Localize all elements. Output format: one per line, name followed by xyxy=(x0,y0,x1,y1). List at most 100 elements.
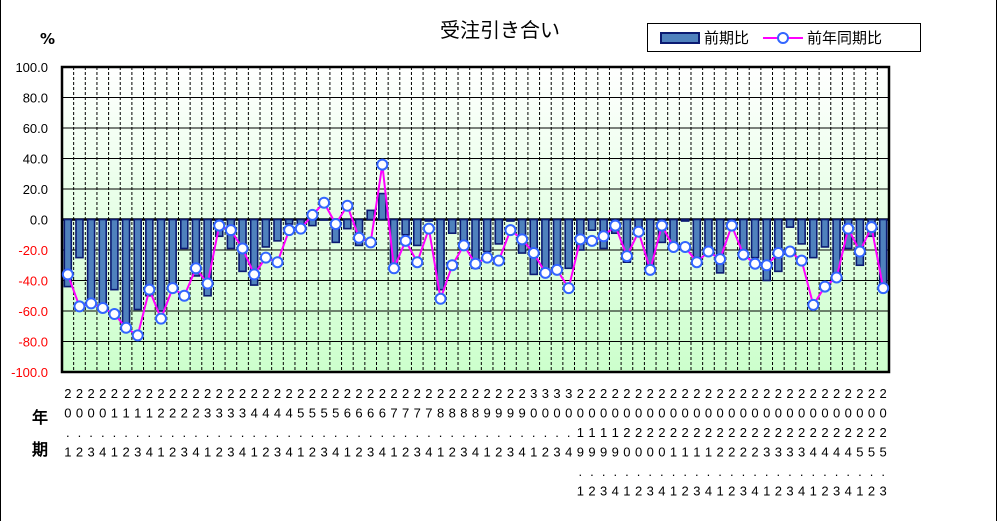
svg-text:.: . xyxy=(427,425,431,440)
svg-text:0: 0 xyxy=(798,406,805,421)
svg-text:2: 2 xyxy=(355,386,362,401)
svg-text:0: 0 xyxy=(565,406,572,421)
svg-text:4: 4 xyxy=(821,445,828,460)
svg-text:0: 0 xyxy=(751,406,758,421)
svg-text:2: 2 xyxy=(402,445,409,460)
svg-text:2: 2 xyxy=(425,386,432,401)
svg-text:.: . xyxy=(381,425,385,440)
svg-text:.: . xyxy=(846,464,850,479)
svg-text:5: 5 xyxy=(880,445,887,460)
svg-text:.: . xyxy=(113,425,117,440)
svg-text:.: . xyxy=(730,464,734,479)
svg-text:.: . xyxy=(264,425,268,440)
svg-text:3: 3 xyxy=(530,386,537,401)
svg-text:4: 4 xyxy=(472,445,479,460)
svg-text:2: 2 xyxy=(449,445,456,460)
svg-text:4: 4 xyxy=(751,484,758,499)
svg-text:1: 1 xyxy=(623,484,630,499)
svg-text:2: 2 xyxy=(705,425,712,440)
svg-text:4: 4 xyxy=(658,484,665,499)
svg-text:5: 5 xyxy=(332,406,339,421)
svg-text:.: . xyxy=(346,425,350,440)
svg-text:.: . xyxy=(276,425,280,440)
svg-text:3: 3 xyxy=(227,406,234,421)
svg-text:2: 2 xyxy=(227,386,234,401)
svg-text:0.0: 0.0 xyxy=(30,213,48,228)
svg-text:80.0: 80.0 xyxy=(23,91,48,106)
svg-text:.: . xyxy=(369,425,373,440)
svg-text:.: . xyxy=(613,464,617,479)
svg-text:2: 2 xyxy=(693,425,700,440)
svg-text:.: . xyxy=(415,425,419,440)
x-axis-ticks: 20.120.220.320.421.121.221.321.422.122.2… xyxy=(64,386,887,499)
svg-text:0: 0 xyxy=(658,406,665,421)
svg-text:4: 4 xyxy=(262,406,269,421)
svg-text:.: . xyxy=(322,425,326,440)
svg-text:3: 3 xyxy=(553,386,560,401)
svg-text:5: 5 xyxy=(309,406,316,421)
svg-text:1: 1 xyxy=(856,484,863,499)
svg-text:0: 0 xyxy=(647,445,654,460)
svg-text:.: . xyxy=(392,425,396,440)
svg-text:2: 2 xyxy=(821,484,828,499)
svg-text:9: 9 xyxy=(612,445,619,460)
svg-text:2: 2 xyxy=(635,484,642,499)
svg-text:2: 2 xyxy=(682,484,689,499)
svg-text:2: 2 xyxy=(64,386,71,401)
x-axis-row-label-year: 年 xyxy=(32,408,49,427)
legend-line-swatch-icon xyxy=(763,31,804,44)
svg-text:3: 3 xyxy=(880,484,887,499)
svg-text:.: . xyxy=(567,425,571,440)
svg-text:2: 2 xyxy=(122,445,129,460)
svg-text:.: . xyxy=(334,425,338,440)
svg-text:3: 3 xyxy=(204,406,211,421)
svg-text:3: 3 xyxy=(542,386,549,401)
svg-text:2: 2 xyxy=(577,386,584,401)
svg-text:.: . xyxy=(695,464,699,479)
svg-text:2: 2 xyxy=(868,484,875,499)
svg-text:2: 2 xyxy=(355,445,362,460)
svg-text:2: 2 xyxy=(623,425,630,440)
svg-text:3: 3 xyxy=(553,445,560,460)
svg-text:2: 2 xyxy=(810,386,817,401)
svg-text:1: 1 xyxy=(530,445,537,460)
svg-text:1: 1 xyxy=(670,484,677,499)
svg-text:0: 0 xyxy=(635,445,642,460)
svg-text:7: 7 xyxy=(425,406,432,421)
svg-text:4: 4 xyxy=(192,445,199,460)
svg-text:-60.0: -60.0 xyxy=(18,304,48,319)
svg-text:.: . xyxy=(194,425,198,440)
svg-text:.: . xyxy=(742,464,746,479)
svg-text:2: 2 xyxy=(821,425,828,440)
svg-text:2: 2 xyxy=(76,386,83,401)
svg-text:1: 1 xyxy=(682,445,689,460)
svg-text:8: 8 xyxy=(460,406,467,421)
svg-text:.: . xyxy=(217,425,221,440)
svg-text:0: 0 xyxy=(786,406,793,421)
svg-text:2: 2 xyxy=(181,386,188,401)
svg-text:2: 2 xyxy=(76,445,83,460)
svg-text:9: 9 xyxy=(507,406,514,421)
svg-text:2: 2 xyxy=(134,386,141,401)
svg-text:2: 2 xyxy=(693,386,700,401)
svg-text:.: . xyxy=(579,464,583,479)
svg-text:.: . xyxy=(474,425,478,440)
svg-text:2: 2 xyxy=(367,386,374,401)
svg-text:2: 2 xyxy=(705,386,712,401)
svg-text:2: 2 xyxy=(763,386,770,401)
svg-text:7: 7 xyxy=(414,406,421,421)
svg-text:2: 2 xyxy=(344,386,351,401)
svg-text:2: 2 xyxy=(623,386,630,401)
svg-text:.: . xyxy=(229,425,233,440)
svg-text:2: 2 xyxy=(99,386,106,401)
svg-text:.: . xyxy=(148,425,152,440)
svg-text:1: 1 xyxy=(297,445,304,460)
svg-text:.: . xyxy=(182,425,186,440)
svg-text:2: 2 xyxy=(833,425,840,440)
svg-text:2: 2 xyxy=(169,445,176,460)
svg-text:2: 2 xyxy=(740,445,747,460)
svg-text:.: . xyxy=(777,464,781,479)
svg-text:3: 3 xyxy=(134,445,141,460)
svg-text:2: 2 xyxy=(169,406,176,421)
svg-text:.: . xyxy=(450,425,454,440)
